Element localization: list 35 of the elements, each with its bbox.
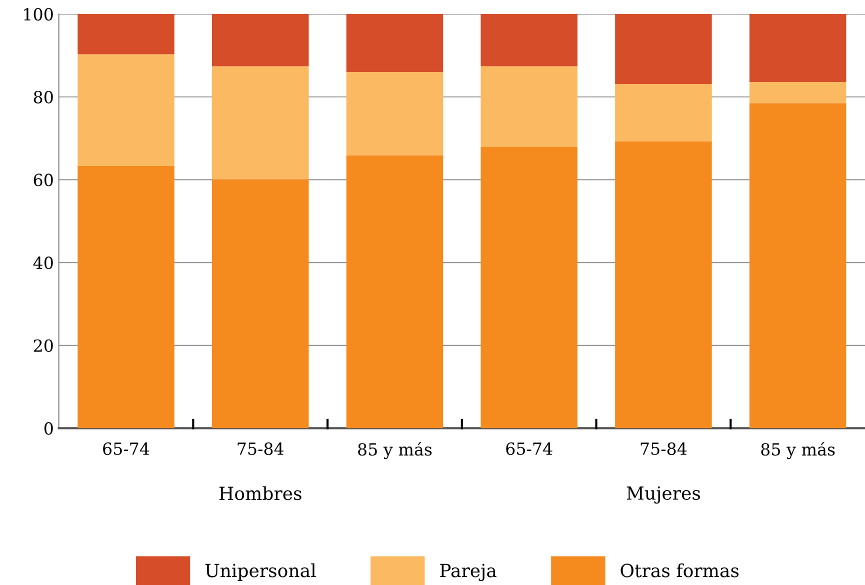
bar bbox=[78, 14, 174, 54]
y-tick-label: 40 bbox=[33, 256, 53, 270]
bar bbox=[480, 146, 578, 428]
bar bbox=[212, 14, 309, 66]
legend-label: Unipersonal bbox=[205, 563, 316, 581]
bar bbox=[212, 66, 309, 180]
x-tick-label: 75-84 bbox=[640, 442, 687, 456]
text: Mujeres bbox=[626, 486, 700, 504]
y-tick-label: 100 bbox=[24, 8, 53, 21]
x-tick-label: 85 y más bbox=[761, 442, 835, 460]
legend-label: Pareja bbox=[440, 564, 496, 582]
bar bbox=[749, 14, 846, 82]
y-tick-label: 0 bbox=[44, 422, 53, 435]
bar bbox=[346, 14, 444, 72]
x-tick-label: 65-74 bbox=[103, 442, 150, 456]
bar bbox=[78, 166, 174, 428]
bar bbox=[346, 155, 444, 428]
bar bbox=[480, 14, 578, 66]
bar bbox=[480, 66, 578, 147]
text: Hombres bbox=[219, 486, 302, 500]
y-tick-label: 60 bbox=[34, 174, 53, 186]
legend-label: Otras formas bbox=[620, 563, 739, 578]
x-tick-label: 75-84 bbox=[238, 442, 284, 456]
bar bbox=[749, 103, 846, 428]
bar bbox=[78, 54, 174, 166]
y-tick-label: 20 bbox=[34, 339, 53, 352]
bar bbox=[346, 72, 444, 156]
y-tick-label: 80 bbox=[34, 90, 53, 104]
bar bbox=[212, 179, 309, 428]
bar bbox=[615, 14, 712, 84]
bar bbox=[615, 84, 712, 142]
x-tick-label: 65-74 bbox=[506, 442, 552, 456]
bar bbox=[749, 82, 846, 104]
bar bbox=[615, 141, 712, 428]
x-tick-label: 85 y más bbox=[358, 442, 432, 460]
